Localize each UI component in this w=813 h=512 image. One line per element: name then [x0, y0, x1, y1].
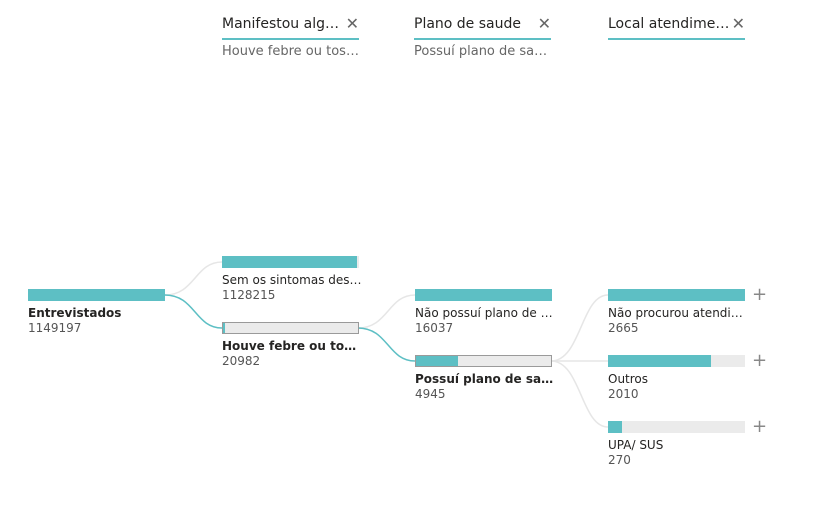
- column-title-row: Plano de saude ✕: [414, 14, 551, 40]
- link-plan-to-not-sought: [550, 294, 609, 362]
- node-value: 1149197: [28, 321, 82, 335]
- node-bar: [608, 421, 745, 433]
- column-header-symptom: Manifestou alguma sintoma ✕ Houve febre …: [222, 14, 359, 59]
- node-label: UPA/ SUS: [608, 438, 664, 452]
- tree-node-root[interactable]: Entrevistados 1149197: [28, 289, 168, 335]
- node-value: 20982: [222, 354, 261, 368]
- node-label: Houve febre ou tosse: [222, 339, 362, 353]
- node-label: Outros: [608, 372, 649, 386]
- link-root-to-symptoms: [164, 294, 223, 329]
- node-label: Não possuí plano de saúde: [415, 306, 555, 320]
- node-bar: [608, 289, 745, 301]
- node-label: Sem os sintomas descritos: [222, 273, 362, 287]
- node-label: Não procurou atendimento: [608, 306, 748, 320]
- node-label: Possuí plano de saúde: [415, 372, 555, 386]
- tree-node-health-plan[interactable]: Possuí plano de saúde 4945: [415, 355, 555, 401]
- node-value: 2010: [608, 387, 639, 401]
- node-bar-fill: [608, 421, 622, 433]
- node-bar: [222, 256, 359, 268]
- node-bar-fill: [608, 289, 745, 301]
- link-root-to-no-symptoms: [164, 261, 223, 296]
- expand-plus-icon[interactable]: +: [752, 350, 768, 371]
- link-symptoms-to-no-plan: [357, 294, 416, 329]
- link-plan-to-upa-sus: [550, 360, 609, 428]
- node-bar-fill: [28, 289, 165, 301]
- tree-node-not-sought[interactable]: Não procurou atendimento 2665: [608, 289, 748, 335]
- node-bar-fill: [222, 256, 357, 268]
- column-title-row: Local atendimento ✕: [608, 14, 745, 40]
- expand-plus-icon[interactable]: +: [752, 416, 768, 437]
- node-bar-fill: [416, 356, 458, 366]
- column-header-service-location: Local atendimento ✕: [608, 14, 745, 44]
- node-bar: [222, 322, 359, 334]
- column-title-row: Manifestou alguma sintoma ✕: [222, 14, 359, 40]
- node-bar: [415, 355, 552, 367]
- node-value: 270: [608, 453, 631, 467]
- close-icon[interactable]: ✕: [731, 14, 745, 33]
- tree-node-no-health-plan[interactable]: Não possuí plano de saúde 16037: [415, 289, 555, 335]
- node-bar-fill: [223, 323, 226, 333]
- tree-node-others[interactable]: Outros 2010: [608, 355, 748, 401]
- node-bar-fill: [415, 289, 552, 301]
- node-bar-fill: [608, 355, 712, 367]
- node-bar: [608, 355, 745, 367]
- node-bar: [28, 289, 165, 301]
- tree-node-symptoms[interactable]: Houve febre ou tosse 20982: [222, 322, 362, 368]
- tree-node-no-symptoms[interactable]: Sem os sintomas descritos 1128215: [222, 256, 362, 302]
- node-bar: [415, 289, 552, 301]
- close-icon[interactable]: ✕: [345, 14, 359, 33]
- expand-plus-icon[interactable]: +: [752, 284, 768, 305]
- tree-node-upa-sus[interactable]: UPA/ SUS 270: [608, 421, 748, 467]
- close-icon[interactable]: ✕: [537, 14, 551, 33]
- node-value: 1128215: [222, 288, 276, 302]
- column-header-health-plan: Plano de saude ✕ Possuí plano de saúde: [414, 14, 551, 59]
- node-value: 16037: [415, 321, 454, 335]
- link-symptoms-to-plan: [357, 327, 416, 362]
- node-value: 2665: [608, 321, 639, 335]
- node-value: 4945: [415, 387, 446, 401]
- node-label: Entrevistados: [28, 306, 122, 320]
